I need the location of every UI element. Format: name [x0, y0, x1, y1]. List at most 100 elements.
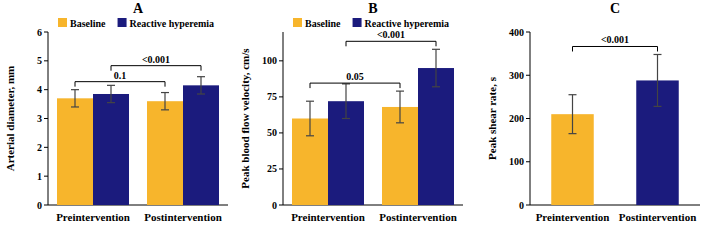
- bracket-line: [75, 82, 165, 87]
- plot-area: [551, 54, 679, 205]
- x-tick-label: Preintervention: [56, 211, 130, 223]
- panel: BPeak blood flow velocity, cm/s025507510…: [239, 1, 463, 223]
- bar: [147, 101, 183, 205]
- legend-swatch: [118, 18, 127, 27]
- y-tick: [526, 118, 530, 119]
- panel: AArterial diameter, mm0123456Preinterven…: [4, 1, 228, 223]
- y-tick-label: 300: [509, 70, 524, 81]
- x-tick-label: Preintervention: [291, 211, 365, 223]
- y-tick-label: 5: [37, 55, 42, 66]
- bracket-line: [111, 66, 201, 71]
- bracket-line: [346, 41, 436, 46]
- error-bar-stem: [345, 84, 346, 119]
- error-bar: [342, 84, 350, 119]
- legend: Baseline Reactive hyperemia: [293, 18, 449, 29]
- legend-label: Reactive hyperemia: [365, 18, 450, 29]
- y-axis-label: Arterial diameter, mm: [4, 66, 16, 172]
- y-axis: [283, 32, 284, 205]
- error-bar-cap: [342, 118, 350, 119]
- y-tick: [44, 147, 48, 148]
- legend-swatch: [58, 18, 67, 27]
- legend-swatch: [353, 18, 362, 27]
- error-bar-stem: [572, 95, 573, 134]
- error-bar-cap: [432, 49, 440, 50]
- panel: CPeak shear rate, s0100200300400Preinter…: [486, 1, 700, 223]
- y-tick: [279, 60, 283, 61]
- error-bar-stem: [110, 85, 111, 102]
- y-tick: [44, 118, 48, 119]
- panel-label: A: [133, 1, 144, 16]
- y-tick: [279, 132, 283, 133]
- error-bar-stem: [74, 90, 75, 107]
- significance-bracket: 0.05: [310, 71, 400, 88]
- significance-bracket: <0.001: [111, 54, 201, 71]
- y-tick-label: 400: [509, 27, 524, 38]
- error-bar-stem: [309, 101, 310, 136]
- bar: [183, 85, 219, 205]
- y-tick-label: 100: [509, 156, 524, 167]
- error-bar-cap: [432, 86, 440, 87]
- y-tick: [44, 205, 48, 206]
- y-tick: [44, 32, 48, 33]
- plot-area: [57, 77, 219, 205]
- y-tick-label: 6: [37, 27, 42, 38]
- error-bar: [654, 54, 662, 106]
- error-bar-cap: [197, 93, 205, 94]
- error-bar-cap: [71, 89, 79, 90]
- error-bar: [432, 49, 440, 86]
- error-bar: [161, 93, 169, 110]
- error-bar-stem: [435, 49, 436, 86]
- error-bar-cap: [161, 109, 169, 110]
- error-bar: [71, 90, 79, 107]
- error-bar-cap: [161, 92, 169, 93]
- plot-area: [292, 49, 454, 205]
- panel-label: C: [610, 1, 620, 16]
- legend-swatch: [293, 18, 302, 27]
- error-bar: [197, 77, 205, 94]
- error-bar-stem: [657, 54, 658, 106]
- y-axis-label: Peak shear rate, s: [486, 76, 498, 160]
- error-bar-stem: [399, 91, 400, 123]
- error-bar-stem: [164, 93, 165, 110]
- y-tick: [526, 32, 530, 33]
- error-bar-cap: [107, 102, 115, 103]
- y-tick: [44, 89, 48, 90]
- error-bar-cap: [396, 122, 404, 123]
- error-bar: [107, 85, 115, 102]
- legend: Baseline Reactive hyperemia: [58, 18, 214, 29]
- figure: AArterial diameter, mm0123456Preinterven…: [0, 0, 704, 229]
- y-tick: [526, 75, 530, 76]
- y-tick-label: 50: [267, 127, 277, 138]
- error-bar-cap: [569, 94, 577, 95]
- significance-bracket: <0.001: [346, 29, 436, 46]
- y-tick-label: 3: [37, 113, 42, 124]
- error-bar-cap: [306, 135, 314, 136]
- error-bar-cap: [107, 85, 115, 86]
- y-tick: [44, 60, 48, 61]
- bracket-line: [573, 46, 658, 51]
- y-tick: [279, 168, 283, 169]
- error-bar-cap: [197, 76, 205, 77]
- x-tick-label: Postintervention: [619, 211, 697, 223]
- legend-label: Reactive hyperemia: [130, 18, 215, 29]
- legend-label: Baseline: [305, 18, 341, 29]
- legend-label: Baseline: [70, 18, 106, 29]
- p-value-label: 0.05: [346, 71, 364, 82]
- y-tick-label: 75: [267, 91, 277, 102]
- y-tick-label: 0: [272, 200, 277, 211]
- error-bar-cap: [569, 133, 577, 134]
- error-bar-cap: [71, 106, 79, 107]
- y-tick-label: 4: [37, 84, 42, 95]
- bar: [93, 94, 129, 205]
- p-value-label: <0.001: [601, 34, 629, 45]
- error-bar: [306, 101, 314, 136]
- y-axis-label: Peak blood flow velocity, cm/s: [239, 48, 251, 189]
- y-tick-label: 2: [37, 142, 42, 153]
- y-tick-label: 25: [267, 163, 277, 174]
- p-value-label: <0.001: [142, 54, 170, 65]
- x-tick-label: Postintervention: [379, 211, 457, 223]
- panel-label: B: [368, 1, 377, 16]
- y-tick: [44, 176, 48, 177]
- error-bar-cap: [396, 91, 404, 92]
- significance-bracket: <0.001: [573, 34, 658, 51]
